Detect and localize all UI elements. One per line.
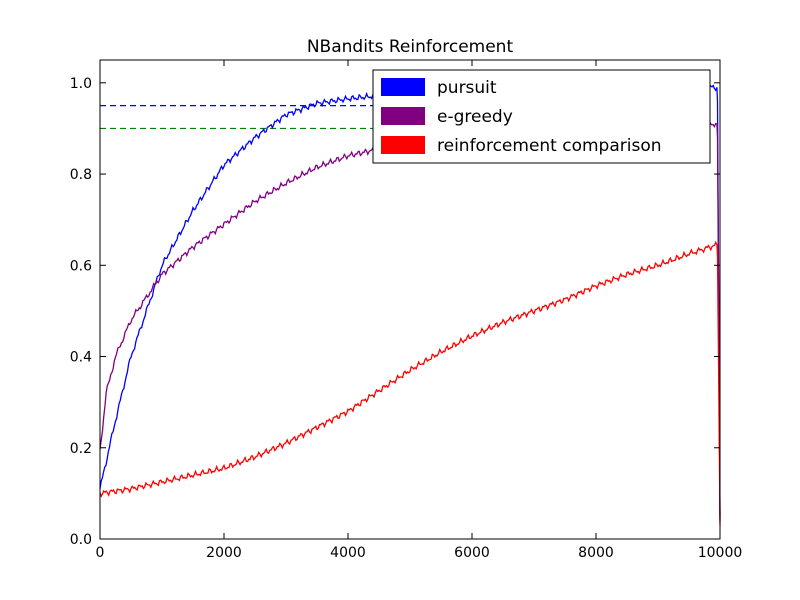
x-tick-label: 8000 — [578, 545, 614, 561]
x-tick-label: 4000 — [330, 545, 366, 561]
y-tick-label: 0.2 — [70, 441, 92, 457]
legend-swatch — [381, 107, 425, 125]
y-axis: 0.0 0.2 0.4 0.6 0.8 1.0 — [70, 76, 720, 548]
legend: pursuit e-greedy reinforcement comparison — [372, 69, 711, 164]
x-tick-label: 10000 — [698, 545, 743, 561]
legend-box — [372, 69, 711, 164]
chart-title: NBandits Reinforcement — [307, 37, 514, 57]
y-tick-label: 1.0 — [70, 76, 92, 92]
x-axis: 0 2000 4000 6000 8000 10000 — [96, 60, 743, 561]
legend-swatch — [381, 136, 425, 154]
y-tick-label: 0.6 — [70, 258, 92, 274]
series-line-2 — [99, 240, 721, 526]
y-tick-label: 0.8 — [70, 167, 92, 183]
legend-label: reinforcement comparison — [437, 136, 662, 156]
plot-frame — [99, 59, 721, 540]
legend-swatch — [381, 78, 425, 96]
x-tick-label: 6000 — [454, 545, 490, 561]
x-tick-label: 2000 — [206, 545, 242, 561]
y-tick-label: 0.0 — [70, 532, 92, 548]
legend-label: e-greedy — [437, 107, 513, 127]
x-tick-label: 0 — [96, 545, 105, 561]
y-tick-label: 0.4 — [70, 350, 92, 366]
legend-label: pursuit — [437, 78, 497, 98]
